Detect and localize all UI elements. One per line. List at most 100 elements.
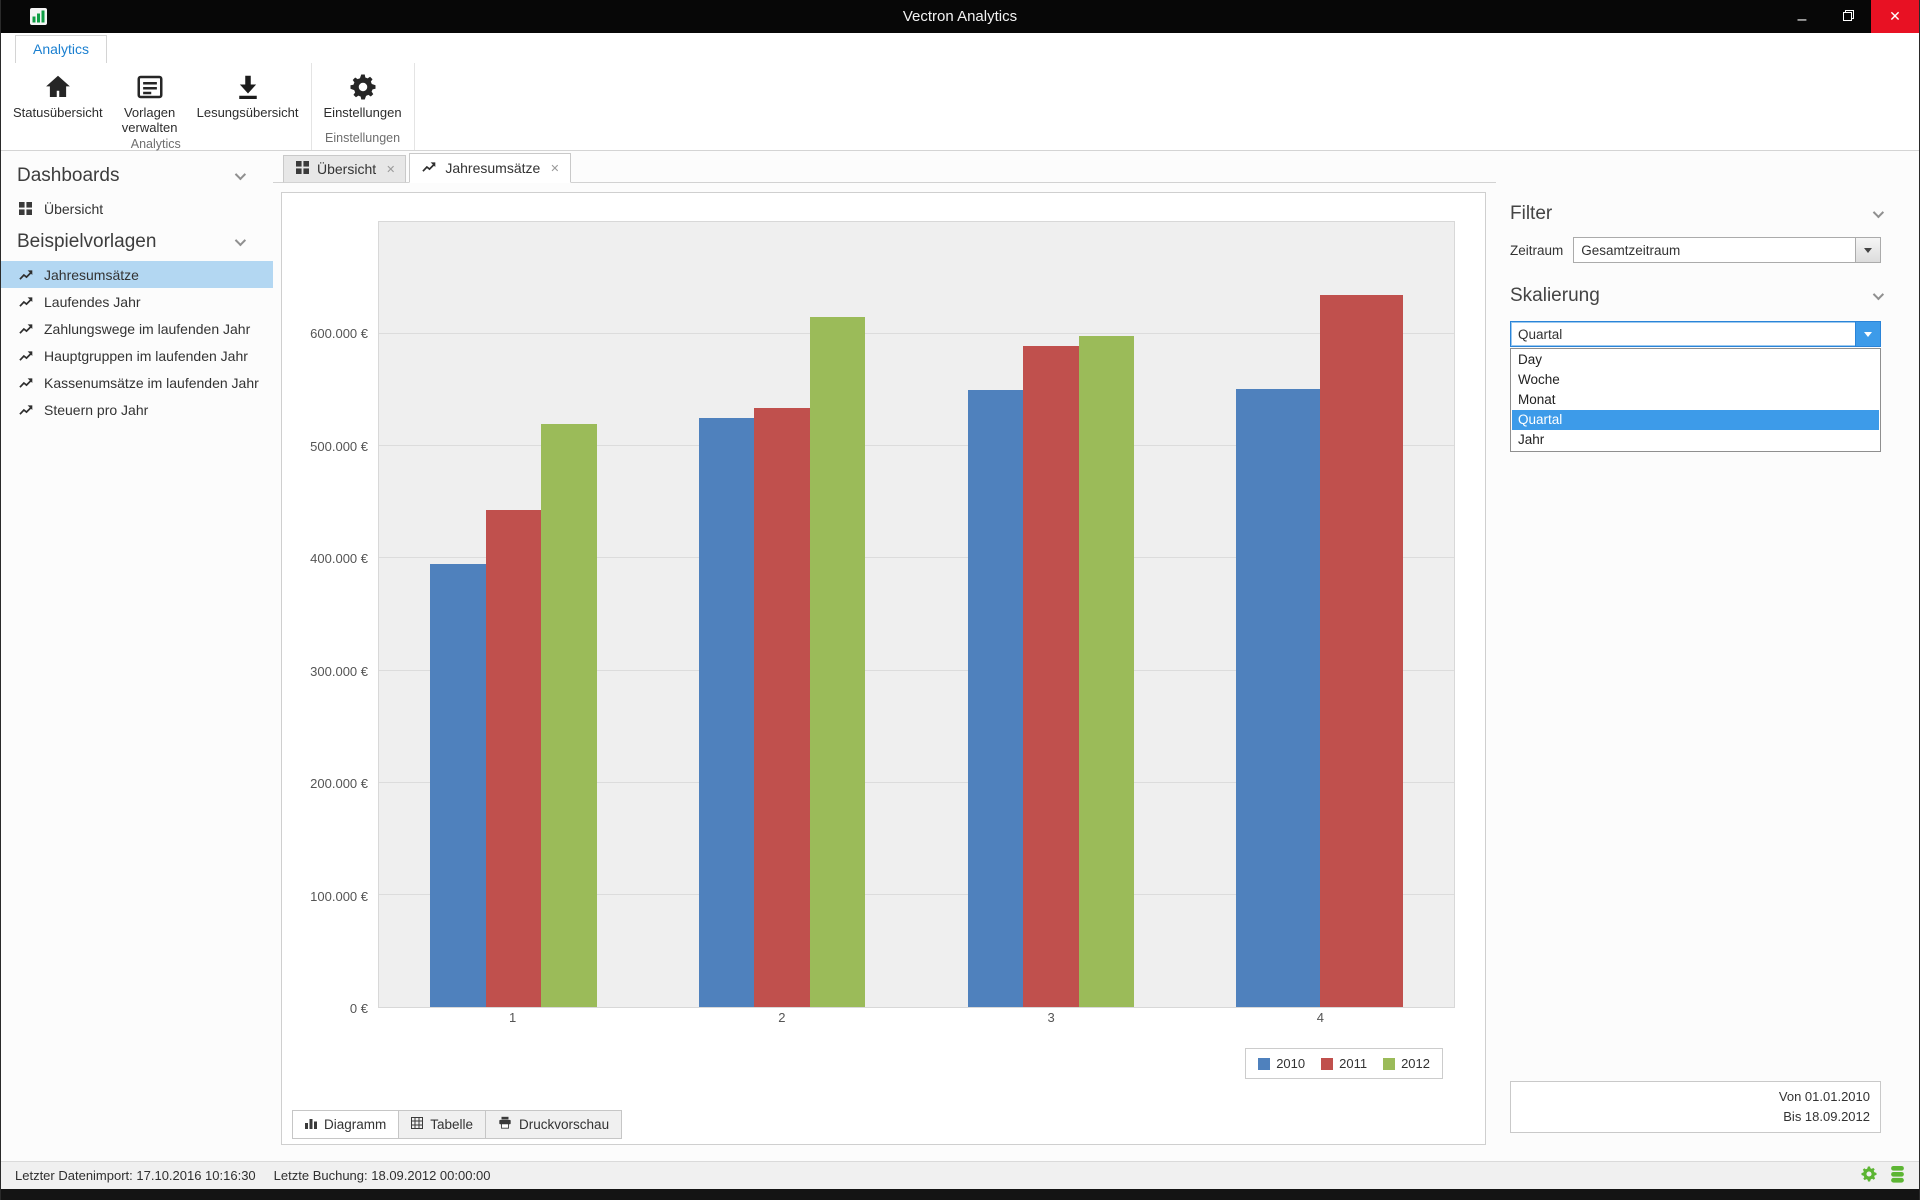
zeitraum-row: Zeitraum Gesamtzeitraum [1510,237,1881,263]
dropdown-option-woche[interactable]: Woche [1518,372,1560,387]
ribbon-button-label: Statusübersicht [13,105,103,120]
x-tick-label: 3 [1047,1010,1055,1025]
ribbon-group-label-analytics: Analytics [130,137,181,152]
tab-druckvorschau[interactable]: Druckvorschau [485,1110,623,1139]
title-bar: Vectron Analytics – ✕ [1,0,1919,33]
ribbon-button-label: Einstellungen [323,105,402,120]
y-tick-label: 300.000 € [310,663,368,679]
tab-diagramm[interactable]: Diagramm [292,1110,400,1139]
doc-tab-jahresumsaetze[interactable]: Jahresumsätze ✕ [409,153,571,183]
dropdown-option-quartal[interactable]: Quartal [1512,410,1879,430]
app-icon [30,8,47,25]
ribbon-button-label: Vorlagen verwalten [121,105,178,135]
database-icon[interactable] [1890,1165,1905,1186]
view-tab-label: Diagramm [324,1116,387,1132]
sidebar-section-beispielvorlagen[interactable]: Beispielvorlagen [1,222,273,261]
line-chart-icon [19,350,35,362]
bar-2012-q1 [541,423,597,1007]
home-icon [43,70,73,103]
category-group-2 [648,222,917,1007]
line-chart-icon [422,160,437,176]
sidebar-section-title: Dashboards [17,165,120,186]
bar-2011-q3 [1023,346,1079,1007]
sidebar-item-label: Hauptgruppen im laufenden Jahr [44,347,248,364]
y-tick-label: 0 € [349,1001,368,1016]
minimize-button[interactable]: – [1779,0,1825,33]
bar-2012-q2 [809,317,866,1007]
sidebar-item-jahresumsaetze[interactable]: Jahresumsätze [1,261,273,288]
close-tab-icon[interactable]: ✕ [386,163,396,176]
bar-2011-q1 [485,510,542,1007]
zeitraum-combobox[interactable]: Gesamtzeitraum [1573,237,1881,263]
sidebar-section-dashboards[interactable]: Dashboards [1,156,273,195]
sidebar-item-hauptgruppen[interactable]: Hauptgruppen im laufenden Jahr [1,342,273,369]
plot-bars [379,222,1454,1007]
view-tab-label: Tabelle [430,1116,474,1132]
bar-2010-q4 [1236,389,1320,1007]
x-tick-label: 1 [509,1010,517,1025]
statusuebersicht-button[interactable]: Statusübersicht [5,67,111,123]
doc-tab-uebersicht[interactable]: Übersicht ✕ [283,155,407,183]
last-import-text: Letzter Datenimport: 17.10.2016 10:16:30 [15,1168,256,1183]
category-group-3 [917,222,1186,1007]
sidebar-item-laufendes-jahr[interactable]: Laufendes Jahr [1,288,273,315]
sidebar-item-steuern[interactable]: Steuern pro Jahr [1,396,273,423]
skalierung-section-header[interactable]: Skalierung [1510,285,1885,307]
gridline [379,893,1454,895]
close-icon: ✕ [1889,8,1901,24]
chevron-down-icon [1872,288,1885,301]
close-button[interactable]: ✕ [1871,0,1919,33]
tab-tabelle[interactable]: Tabelle [398,1110,487,1139]
combo-dropdown-button[interactable] [1855,238,1880,262]
skalierung-title: Skalierung [1510,285,1600,306]
einstellungen-button[interactable]: Einstellungen [316,67,410,123]
printer-icon [498,1116,512,1132]
ribbon-tab-row: Analytics [1,33,1919,63]
lesungsuebersicht-button[interactable]: Lesungsübersicht [189,67,307,123]
chevron-down-icon [234,234,247,247]
gear-icon [348,70,378,103]
dropdown-option-jahr[interactable]: Jahr [1518,432,1545,447]
legend-item-2010: 2010 [1258,1056,1305,1071]
line-chart-icon [19,269,35,281]
doc-tab-label: Jahresumsätze [445,160,541,176]
skalierung-combobox[interactable]: Quartal [1510,321,1881,347]
gear-icon[interactable] [1860,1165,1878,1186]
sidebar-item-kassenumsaetze[interactable]: Kassenumsätze im laufenden Jahr [1,369,273,396]
last-booking-text: Letzte Buchung: 18.09.2012 00:00:00 [273,1168,491,1183]
status-bar: Letzter Datenimport: 17.10.2016 10:16:30… [1,1161,1919,1189]
y-tick-label: 400.000 € [310,551,368,567]
gridline [379,333,1454,335]
filter-section-header[interactable]: Filter [1510,203,1885,225]
legend-swatch [1383,1057,1396,1070]
restore-button[interactable] [1825,0,1871,33]
gridline [379,781,1454,783]
filter-title: Filter [1510,203,1553,224]
sidebar-item-label: Laufendes Jahr [44,293,141,310]
date-to: Bis 18.09.2012 [1783,1108,1870,1124]
sidebar-item-label: Übersicht [44,200,104,217]
category-group-1 [379,222,648,1007]
gridline [379,445,1454,447]
vorlagen-verwalten-button[interactable]: Vorlagen verwalten [111,67,189,137]
sidebar: Dashboards Übersicht Beispielvorlagen Ja… [1,151,273,1161]
combo-dropdown-button[interactable] [1855,322,1880,346]
window-title: Vectron Analytics [902,8,1018,25]
dropdown-option-monat[interactable]: Monat [1518,392,1556,407]
skalierung-combo-wrap: Quartal Day Woche Monat Quartal Jahr [1510,321,1881,452]
sidebar-item-zahlungswege[interactable]: Zahlungswege im laufenden Jahr [1,315,273,342]
legend-item-2012: 2012 [1383,1056,1430,1071]
view-tab-bar: Diagramm Tabelle Druckvorschau [292,1110,623,1139]
line-chart-icon [19,296,35,308]
table-icon [411,1116,424,1132]
tab-analytics[interactable]: Analytics [15,35,108,63]
sidebar-item-uebersicht[interactable]: Übersicht [1,195,273,222]
ribbon: Analytics Statusübersicht Vorlagen [1,33,1919,151]
dropdown-option-day[interactable]: Day [1518,352,1543,367]
close-tab-icon[interactable]: ✕ [550,162,560,175]
line-chart-icon [19,323,35,335]
download-icon [233,70,263,103]
status-icons [1860,1165,1905,1186]
line-chart-icon [19,404,35,416]
y-tick-label: 100.000 € [310,888,368,904]
